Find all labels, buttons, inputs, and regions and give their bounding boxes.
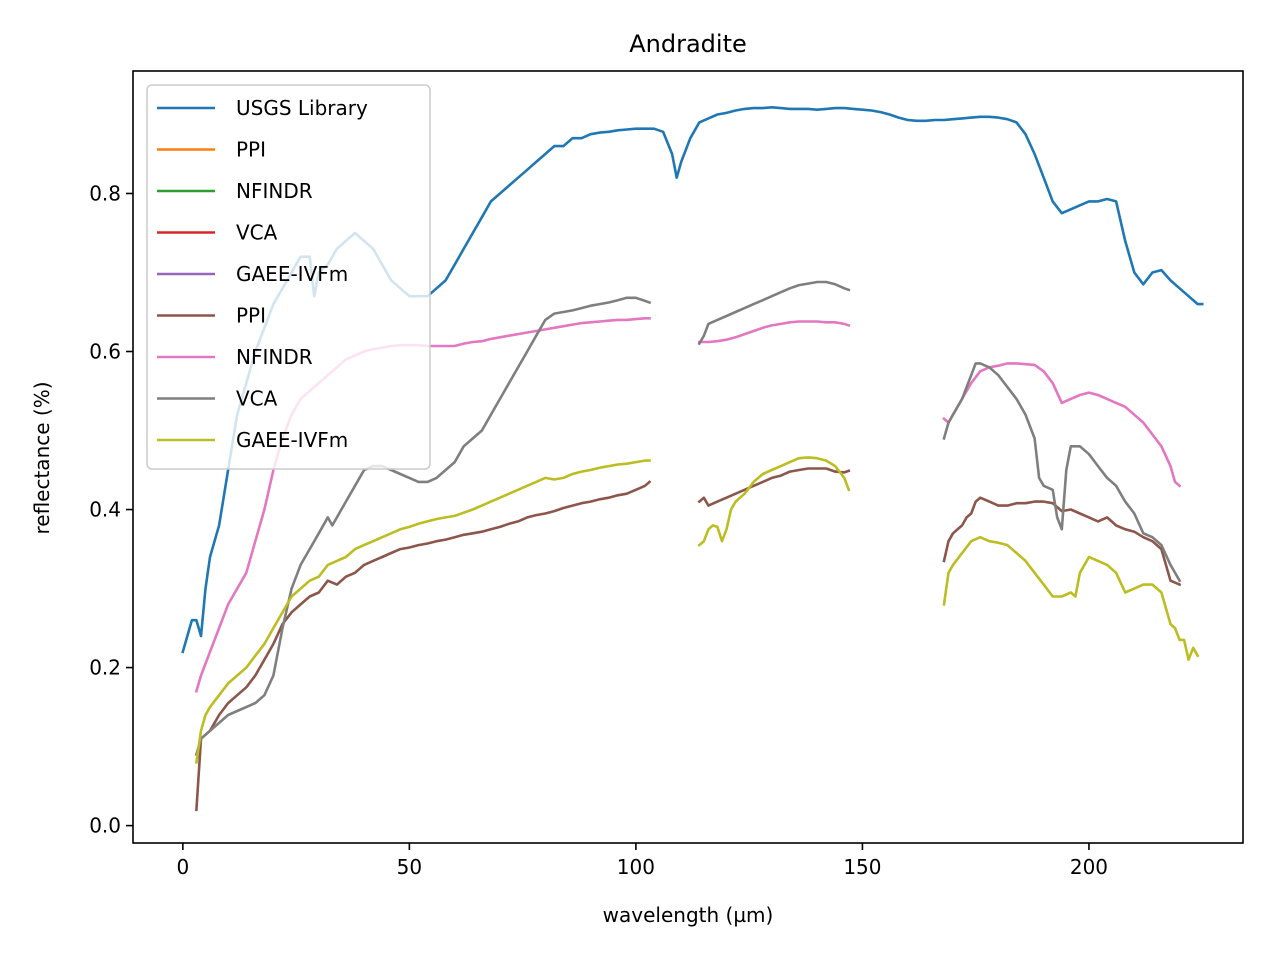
- series-line-segment: [698, 320, 851, 344]
- y-tick-label: 0.4: [89, 498, 121, 522]
- y-tick-label: 0.6: [89, 340, 121, 364]
- y-tick-label: 0.0: [89, 814, 121, 838]
- axes-layer: 0 50 100 150 200 0.0 0.2 0.4 0.6 0.8: [89, 70, 1244, 879]
- series-line-segment: [942, 362, 1182, 488]
- chart-title: Andradite: [629, 30, 747, 58]
- legend-entry: GAEE-IVFm: [157, 428, 348, 452]
- x-axis-label: wavelength (µm): [603, 903, 774, 927]
- series-line-segment: [697, 280, 851, 346]
- legend-box: [146, 84, 431, 470]
- legend-label: VCA: [236, 221, 278, 245]
- y-axis-label: reflectance (%): [30, 381, 54, 534]
- x-tick-label: 150: [843, 855, 881, 879]
- series-line-segment: [697, 467, 851, 507]
- y-tick-label: 0.2: [89, 656, 121, 680]
- legend-entry: PPI: [157, 304, 266, 328]
- series-line-segment: [194, 459, 651, 764]
- series-line-segment: [942, 362, 1182, 583]
- series-line-segment: [942, 496, 1182, 587]
- legend-entry: PPI: [157, 138, 266, 162]
- x-tick-label: 50: [397, 855, 422, 879]
- series-5-ppi: [195, 467, 1182, 812]
- series-line-segment: [697, 456, 851, 547]
- x-tick-label: 200: [1070, 855, 1108, 879]
- legend-entry: VCA: [157, 387, 278, 411]
- series-line-segment: [194, 296, 652, 757]
- legend-entry: NFINDR: [157, 179, 313, 203]
- legend-entry: NFINDR: [157, 345, 313, 369]
- plot-frame: [132, 70, 1244, 844]
- legend-label: PPI: [236, 304, 266, 328]
- legend-entry: USGS Library: [157, 96, 368, 120]
- legend-label: GAEE-IVFm: [236, 428, 348, 452]
- legend: USGS Library PPI NFINDR VCA GAEE-IVFm PPI NFIN…: [146, 84, 431, 470]
- legend-label: NFINDR: [236, 179, 313, 203]
- legend-label: NFINDR: [236, 345, 313, 369]
- legend-label: USGS Library: [236, 96, 368, 120]
- x-tick-label: 0: [176, 855, 189, 879]
- series-8-gaee-ivfm: [194, 456, 1200, 764]
- legend-label: GAEE-IVFm: [236, 262, 348, 286]
- legend-label: VCA: [236, 387, 278, 411]
- series-line-segment: [195, 480, 652, 812]
- legend-label: PPI: [236, 138, 266, 162]
- x-tick-label: 100: [617, 855, 655, 879]
- legend-entry: GAEE-IVFm: [157, 262, 348, 286]
- legend-entry: VCA: [157, 221, 278, 245]
- y-tick-label: 0.8: [89, 181, 121, 205]
- series-line-segment: [942, 535, 1200, 661]
- series-7-vca: [194, 280, 1182, 757]
